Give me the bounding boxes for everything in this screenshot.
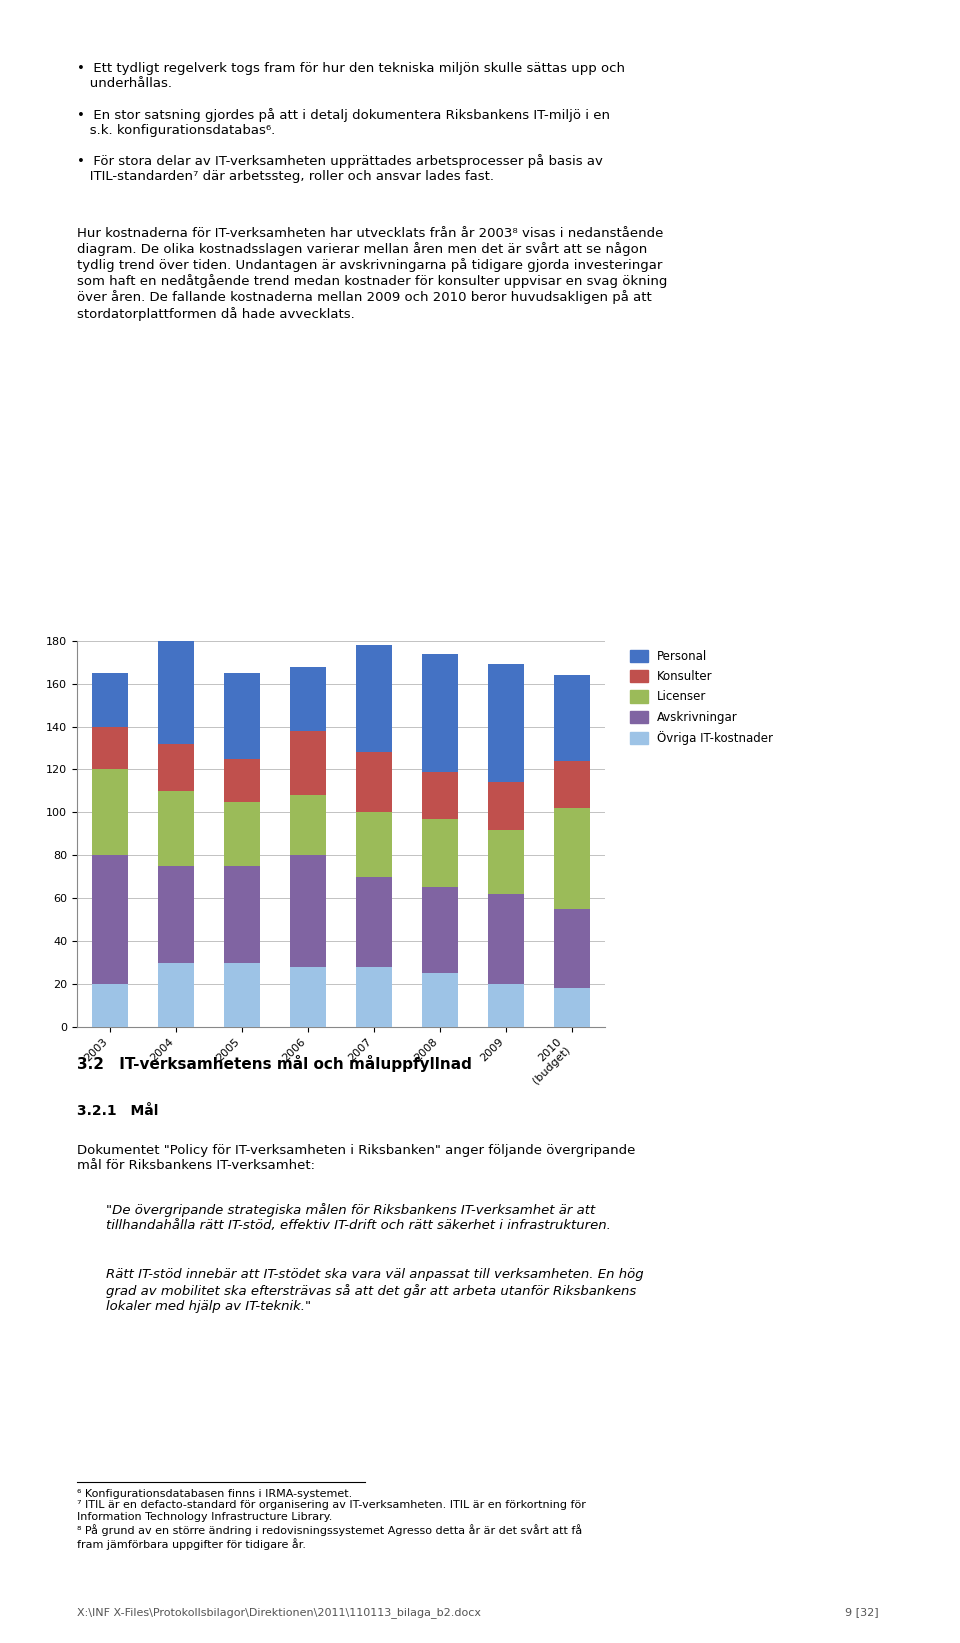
Bar <box>355 966 392 1027</box>
Bar <box>157 744 194 790</box>
Bar <box>224 759 260 802</box>
Text: Hur kostnaderna för IT-verksamheten har utvecklats från år 2003⁸ visas i nedanst: Hur kostnaderna för IT-verksamheten har … <box>77 227 667 320</box>
Text: X:\INF X-Files\Protokollsbilagor\Direktionen\2011\110113_bilaga_b2.docx: X:\INF X-Files\Protokollsbilagor\Direkti… <box>77 1607 481 1618</box>
Bar <box>157 866 194 963</box>
Bar <box>554 761 590 808</box>
Bar <box>488 664 524 782</box>
Bar <box>488 830 524 894</box>
Bar <box>91 726 128 769</box>
Text: 3.2 IT-verksamhetens mål och måluppfyllnad: 3.2 IT-verksamhetens mål och måluppfylln… <box>77 1055 471 1071</box>
Text: •  En stor satsning gjordes på att i detalj dokumentera Riksbankens IT-miljö i e: • En stor satsning gjordes på att i deta… <box>77 108 610 138</box>
Bar <box>421 887 458 973</box>
Bar <box>488 984 524 1027</box>
Bar <box>224 674 260 759</box>
Bar <box>290 856 326 966</box>
Bar <box>157 790 194 866</box>
Bar <box>224 866 260 963</box>
Bar <box>554 909 590 987</box>
Text: •  För stora delar av IT-verksamheten upprättades arbetsprocesser på basis av
  : • För stora delar av IT-verksamheten upp… <box>77 154 603 184</box>
Bar <box>355 877 392 966</box>
Bar <box>91 856 128 984</box>
Bar <box>421 654 458 772</box>
Bar <box>157 641 194 744</box>
Bar <box>355 646 392 752</box>
Bar <box>554 987 590 1027</box>
Text: ⁶ Konfigurationsdatabasen finns i IRMA-systemet.
⁷ ITIL är en defacto-standard f: ⁶ Konfigurationsdatabasen finns i IRMA-s… <box>77 1489 586 1549</box>
Bar <box>91 674 128 726</box>
Bar <box>554 675 590 761</box>
Text: •  Ett tydligt regelverk togs fram för hur den tekniska miljön skulle sättas upp: • Ett tydligt regelverk togs fram för hu… <box>77 62 625 90</box>
Bar <box>224 802 260 866</box>
Bar <box>224 963 260 1027</box>
Text: Dokumentet "Policy för IT-verksamheten i Riksbanken" anger följande övergripande: Dokumentet "Policy för IT-verksamheten i… <box>77 1144 636 1171</box>
Text: 9 [32]: 9 [32] <box>845 1607 878 1617</box>
Bar <box>554 808 590 909</box>
Bar <box>91 769 128 856</box>
Text: Rätt IT-stöd innebär att IT-stödet ska vara väl anpassat till verksamheten. En h: Rätt IT-stöd innebär att IT-stödet ska v… <box>106 1268 643 1313</box>
Bar <box>355 752 392 812</box>
Bar <box>290 795 326 856</box>
Bar <box>91 984 128 1027</box>
Bar <box>290 731 326 795</box>
Bar <box>421 973 458 1027</box>
Bar <box>290 667 326 731</box>
Legend: Personal, Konsulter, Licenser, Avskrivningar, Övriga IT-kostnader: Personal, Konsulter, Licenser, Avskrivni… <box>627 647 777 748</box>
Bar <box>355 812 392 877</box>
Text: "De övergripande strategiska målen för Riksbankens IT-verksamhet är att
tillhand: "De övergripande strategiska målen för R… <box>106 1203 611 1232</box>
Bar <box>488 894 524 984</box>
Bar <box>290 966 326 1027</box>
Bar <box>421 772 458 818</box>
Text: 3.2.1 Mål: 3.2.1 Mål <box>77 1104 158 1119</box>
Bar <box>157 963 194 1027</box>
Bar <box>488 782 524 830</box>
Bar <box>421 818 458 887</box>
